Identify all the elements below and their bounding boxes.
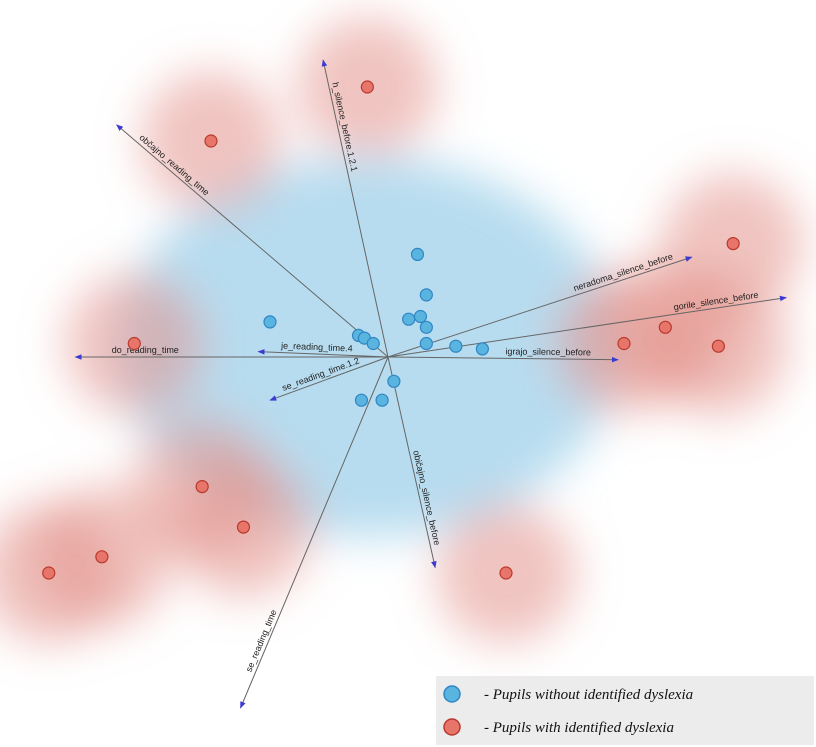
point-dyslexia: [204, 134, 218, 148]
point-no-dyslexia: [413, 309, 428, 324]
point-dyslexia: [658, 320, 672, 334]
point-dyslexia: [499, 566, 513, 580]
point-dyslexia: [360, 80, 374, 94]
point-dyslexia: [95, 550, 109, 564]
point-no-dyslexia: [402, 312, 416, 326]
legend-label-dyslexia: - Pupils with identified dyslexia: [484, 720, 674, 736]
point-dyslexia: [195, 480, 209, 494]
point-no-dyslexia: [419, 320, 433, 334]
point-dyslexia: [127, 336, 141, 351]
point-no-dyslexia: [449, 339, 463, 353]
point-no-dyslexia: [354, 393, 369, 407]
point-no-dyslexia: [366, 336, 380, 351]
point-no-dyslexia: [475, 342, 489, 356]
vector-label: do_reading_time: [112, 345, 179, 355]
vector-label: je_reading_time.4: [280, 341, 353, 354]
point-dyslexia: [726, 237, 740, 251]
data-points: [42, 80, 740, 580]
vector-arrow: [240, 356, 389, 709]
point-no-dyslexia: [387, 374, 401, 388]
vector-arrow: [387, 356, 437, 569]
legend-marker-dyslexia: [443, 718, 461, 736]
point-no-dyslexia: [419, 288, 433, 302]
point-no-dyslexia: [263, 315, 277, 329]
point-dyslexia: [711, 339, 726, 353]
vector-label: igrajo_silence_before: [505, 346, 591, 357]
point-dyslexia: [617, 336, 631, 351]
legend: - Pupils without identified dyslexia - P…: [436, 676, 814, 745]
density-blob-dyslexia: [0, 503, 119, 643]
vector-arrow: [116, 124, 389, 358]
point-no-dyslexia: [375, 393, 389, 407]
vector-arrow: [321, 59, 389, 358]
legend-box: [436, 676, 814, 745]
vector-arrow: [269, 356, 389, 401]
legend-label-no-dyslexia: - Pupils without identified dyslexia: [484, 687, 693, 703]
vector-arrow: [387, 356, 619, 363]
vector-arrow: [257, 349, 389, 358]
point-no-dyslexia: [410, 247, 425, 261]
vector-arrow: [387, 256, 693, 358]
legend-marker-no-dyslexia: [443, 685, 461, 703]
point-dyslexia: [236, 520, 251, 534]
point-dyslexia: [42, 566, 56, 580]
point-no-dyslexia: [419, 336, 433, 351]
